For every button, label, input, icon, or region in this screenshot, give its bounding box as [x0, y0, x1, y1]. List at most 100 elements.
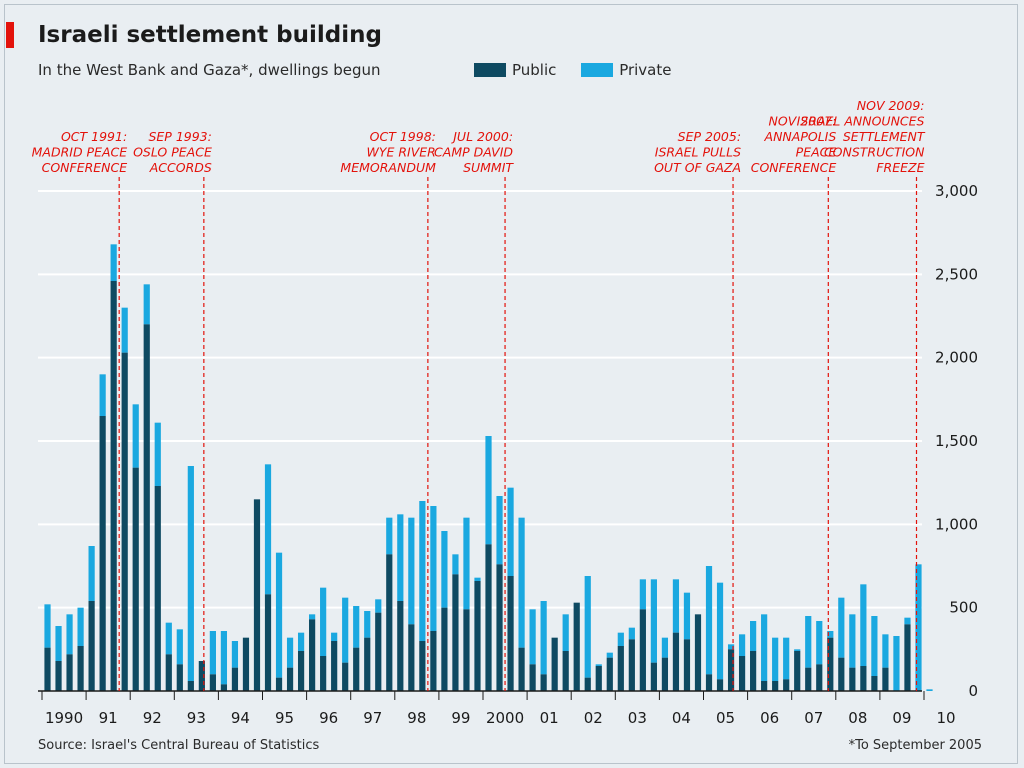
bar-public [783, 679, 790, 691]
bar-private [386, 517, 393, 555]
bar-private [286, 637, 294, 668]
bar-private [452, 554, 459, 575]
y-tick-label: 500 [949, 599, 978, 617]
event-label: SEP 1993: OSLO PEACE ACCORDS [133, 129, 212, 175]
bar-public [827, 637, 834, 691]
x-tick-label: 07 [804, 709, 823, 727]
x-tick-label: 91 [99, 709, 118, 727]
bar-private [66, 614, 73, 655]
bar-public [562, 651, 569, 691]
bar-private [639, 579, 646, 610]
bar-private [55, 626, 62, 661]
x-tick-label: 94 [231, 709, 250, 727]
bar-private [121, 307, 128, 353]
bar-private [275, 552, 283, 678]
bar-public [860, 666, 867, 691]
event-label: OCT 1998: WYE RIVER MEMORANDUM [340, 129, 436, 175]
bar-public [705, 674, 713, 691]
bar-private [893, 636, 900, 691]
bar-public [727, 649, 735, 691]
bar-private [320, 587, 327, 656]
y-tick-label: 2,500 [935, 265, 978, 283]
bar-public [419, 641, 426, 691]
x-tick-label: 95 [275, 709, 294, 727]
x-tick-label: 06 [760, 709, 779, 727]
bar-private [297, 632, 305, 651]
bar-private [165, 622, 172, 655]
x-tick-label: 04 [672, 709, 691, 727]
bar-public [408, 624, 415, 691]
legend: Public Private [474, 61, 691, 81]
bar-private [606, 652, 613, 658]
bar-public [617, 646, 624, 691]
x-tick-label: 98 [407, 709, 426, 727]
bar-public [331, 641, 338, 691]
event-label: NOV 2009: ISRAEL ANNOUNCES SETTLEMENT CONST… [797, 98, 926, 175]
event-label: NOV 2007: ANNAPOLIS PEACE CONFERENCE [751, 114, 837, 176]
bar-public [220, 684, 228, 691]
bar-private [628, 627, 635, 640]
bar-private [176, 629, 183, 665]
bar-public [297, 651, 305, 691]
bar-private [915, 564, 922, 691]
y-tick-label: 2,000 [935, 349, 978, 367]
x-tick-label: 09 [892, 709, 911, 727]
bar-private [827, 631, 834, 638]
bar-public [463, 609, 470, 691]
bar-private [584, 576, 591, 678]
event-label: SEP 2005: ISRAEL PULLS OUT OF GAZA [654, 129, 741, 175]
bar-public [165, 654, 172, 691]
bar-private [838, 597, 845, 658]
bar-public [309, 619, 316, 691]
bar-public [683, 639, 691, 691]
bar-private [562, 614, 569, 651]
y-tick-label: 1,000 [935, 515, 978, 533]
x-tick-label: 08 [848, 709, 867, 727]
bar-private [595, 664, 602, 666]
chart-subtitle: In the West Bank and Gaza*, dwellings be… [38, 61, 381, 79]
source-note: Source: Israel's Central Bureau of Stati… [38, 738, 320, 753]
bar-private [540, 601, 547, 675]
bar-public [275, 677, 283, 691]
x-tick-label: 05 [716, 709, 735, 727]
x-tick-label: 93 [187, 709, 206, 727]
bar-public [606, 657, 613, 691]
bar-private [408, 517, 415, 625]
bar-public [441, 607, 448, 691]
bar-private [794, 649, 801, 651]
bar-public [176, 664, 183, 691]
bar-public [551, 637, 558, 691]
bar-private [672, 579, 680, 633]
bar-public [595, 666, 602, 691]
bar-private [783, 637, 790, 680]
bar-private [518, 517, 525, 648]
bar-public [507, 576, 514, 691]
legend-swatch-public [474, 63, 506, 77]
bar-public [694, 614, 702, 691]
chart-frame [4, 4, 1018, 764]
bar-private [331, 632, 338, 641]
bar-private [507, 487, 514, 576]
y-tick-label: 0 [968, 682, 978, 700]
bar-private [132, 404, 139, 468]
bar-public [452, 574, 459, 691]
bar-public [474, 581, 481, 691]
bar-private [750, 621, 757, 651]
bar-private [220, 631, 228, 685]
bar-private [430, 506, 437, 631]
bar-private [44, 604, 51, 648]
bar-public [628, 639, 635, 691]
bar-private [926, 689, 933, 691]
bar-private [727, 644, 735, 650]
bar-private [463, 517, 470, 610]
bar-public [353, 647, 360, 691]
bar-private [485, 436, 492, 545]
bar-public [518, 647, 525, 691]
legend-item-private: Private [581, 61, 671, 79]
bar-public [231, 667, 239, 691]
x-tick-label: 1990 [45, 709, 83, 727]
bar-public [716, 679, 724, 691]
x-tick-label: 92 [143, 709, 162, 727]
bar-private [816, 621, 823, 665]
